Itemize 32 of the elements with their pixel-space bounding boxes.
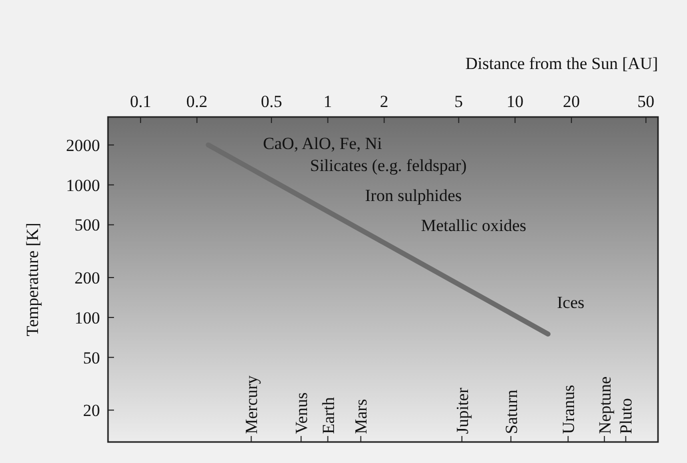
y-tick-label: 50 — [83, 348, 100, 368]
annotation: Iron sulphides — [365, 186, 462, 205]
ref-line-label: Pluto — [616, 398, 636, 434]
x-tick-label: 0.5 — [260, 92, 282, 111]
x-tick-label: 0.1 — [130, 92, 152, 111]
ref-line-label: Mercury — [242, 374, 262, 434]
y-tick-label: 100 — [74, 308, 100, 328]
ref-line-label: Jupiter — [452, 387, 472, 434]
y-tick-label: 500 — [74, 216, 100, 235]
annotation: Metallic oxides — [421, 216, 526, 235]
ref-line-label: Neptune — [595, 376, 614, 434]
x-tick-label: 1 — [324, 92, 332, 111]
y-axis-title: Temperature [K] — [23, 222, 42, 336]
x-tick-label: 20 — [562, 92, 580, 111]
annotation: CaO, AlO, Fe, Ni — [263, 134, 382, 153]
y-tick-label: 20 — [83, 401, 100, 420]
ref-line-label: Earth — [318, 396, 338, 434]
x-tick-label: 50 — [637, 92, 654, 111]
ref-line-label: Venus — [292, 392, 312, 434]
annotation: Silicates (e.g. feldspar) — [310, 156, 467, 175]
ref-line-label: Mars — [352, 399, 371, 434]
ref-line-label: Uranus — [559, 384, 578, 434]
annotation: Ices — [557, 292, 584, 312]
y-tick-label: 200 — [74, 268, 100, 288]
y-tick-label: 1000 — [66, 176, 100, 195]
x-tick-label: 5 — [454, 92, 463, 111]
x-axis-title: Distance from the Sun [AU] — [465, 54, 658, 73]
x-tick-label: 10 — [506, 92, 524, 111]
ref-line-label: Saturn — [502, 389, 521, 434]
x-tick-label: 0.2 — [186, 92, 208, 111]
y-tick-label: 2000 — [66, 136, 100, 155]
x-tick-label: 2 — [380, 92, 388, 111]
